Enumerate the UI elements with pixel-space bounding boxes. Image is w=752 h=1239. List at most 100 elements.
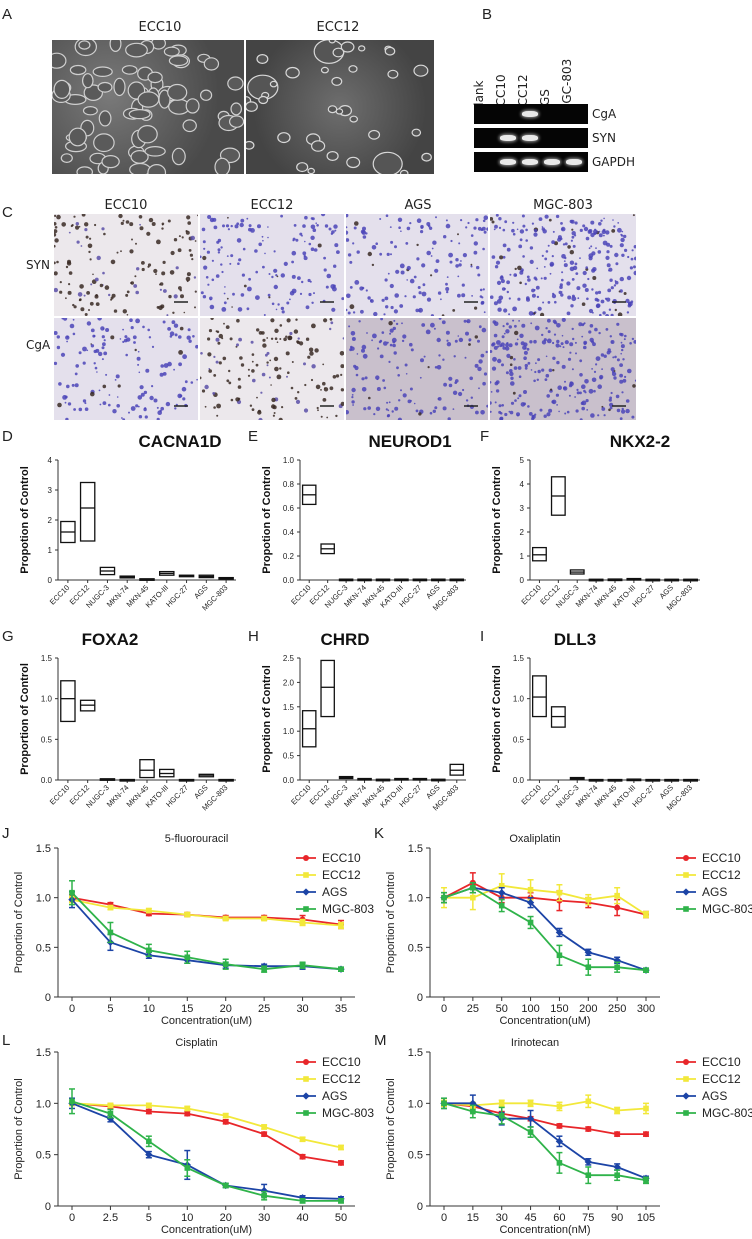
ihc-cell: [346, 230, 349, 235]
ihc-cell: [162, 372, 167, 376]
ihc-cell: [387, 272, 390, 275]
ihc-cell: [122, 309, 128, 314]
ihc-cell: [276, 374, 282, 380]
ihc-cell: [247, 286, 252, 292]
ihc-cell: [162, 320, 166, 324]
ihc-cell: [230, 254, 234, 258]
ihc-cell: [445, 219, 448, 222]
ihc-cell: [544, 214, 549, 219]
y-tick-label: 0.8: [283, 480, 295, 489]
ihc-cell: [493, 301, 498, 306]
ihc-cell: [126, 314, 129, 316]
data-point: [184, 1110, 191, 1117]
ihc-cell: [349, 304, 355, 310]
x-tick-label: 45: [524, 1212, 536, 1224]
ihc-cell: [236, 238, 242, 243]
ihc-cell: [247, 368, 250, 371]
ihc-cell: [324, 224, 329, 228]
ihc-cell: [633, 270, 636, 276]
ihc-cell: [623, 234, 627, 239]
ihc-cell: [627, 255, 630, 259]
cell-shape: [203, 57, 220, 71]
ihc-cell: [81, 214, 86, 217]
y-tick-label: 0: [48, 576, 53, 585]
ihc-cell: [122, 418, 126, 420]
ihc-cell: [215, 274, 220, 278]
ihc-cell: [356, 250, 360, 254]
ihc-cell: [99, 283, 104, 288]
data-point: [338, 1198, 344, 1204]
ihc-cell: [490, 295, 494, 299]
ihc-cell: [261, 372, 266, 377]
ihc-cell: [170, 250, 175, 256]
cell-shape: [328, 40, 336, 44]
ihc-cell: [551, 240, 555, 244]
ihc-cell: [273, 356, 279, 362]
ihc-cell: [483, 215, 488, 220]
ihc-cell: [62, 395, 67, 400]
ihc-cell: [101, 335, 105, 339]
ihc-cell: [90, 283, 93, 286]
ihc-cell: [420, 230, 424, 234]
cell-shape: [310, 140, 326, 152]
ihc-cell: [275, 274, 278, 277]
ihc-cell: [137, 405, 140, 408]
ihc-cell: [482, 288, 485, 291]
ihc-cell: [470, 234, 474, 237]
y-tick-label: 3: [520, 504, 525, 513]
panel-letter-c: C: [2, 204, 13, 221]
ihc-cell: [173, 238, 178, 242]
ihc-cell: [385, 214, 389, 217]
ihc-cell: [545, 250, 549, 253]
ihc-cell: [226, 255, 229, 257]
ihc-cell: [521, 214, 525, 218]
ihc-cell: [602, 240, 608, 246]
ihc-cell: [603, 217, 605, 220]
ihc-cell: [72, 303, 75, 307]
ihc-cell: [84, 228, 88, 232]
ihc-cell: [230, 224, 233, 228]
ihc-cell: [86, 349, 89, 352]
data-point: [470, 884, 476, 891]
ihc-cell: [588, 308, 594, 314]
ihc-cell: [143, 407, 147, 412]
ihc-cell: [320, 415, 323, 418]
ihc-cell: [310, 235, 315, 240]
ihc-cell: [155, 273, 157, 275]
ihc-cell: [225, 224, 230, 228]
cell-shape: [93, 133, 115, 153]
ihc-cell: [525, 228, 528, 232]
ihc-cell: [611, 229, 616, 233]
data-point: [299, 962, 306, 969]
ihc-cell: [142, 325, 145, 329]
data-point: [299, 919, 306, 926]
gel-band: [566, 159, 582, 165]
ihc-cell: [175, 266, 179, 270]
cell-shape: [101, 154, 120, 169]
ihc-cell: [620, 237, 625, 243]
ihc-cell: [270, 384, 272, 386]
cell-shape: [52, 52, 67, 69]
ihc-cell: [74, 383, 79, 388]
ihc-cell: [141, 267, 145, 272]
ihc-cell: [54, 238, 59, 243]
ihc-cell: [79, 284, 84, 289]
ihc-cell: [385, 305, 389, 309]
ihc-cell: [613, 225, 616, 228]
ihc-cell: [221, 270, 224, 274]
chart-g: FOXA2 0.0 0.5 1.0 1.5 Proportion of Control EC…: [19, 630, 236, 812]
ihc-cell: [314, 348, 319, 353]
ihc-cell: [584, 288, 589, 292]
ihc-cell: [174, 333, 178, 337]
ihc-cell: [435, 259, 440, 263]
ihc-cell: [346, 214, 349, 218]
ihc-cell: [120, 221, 124, 225]
x-tick-label: 35: [335, 1003, 347, 1015]
ihc-cell: [130, 326, 134, 330]
ihc-cell: [602, 311, 606, 315]
ihc-cell: [541, 227, 545, 231]
ihc-cell: [240, 293, 245, 297]
ihc-cell: [125, 293, 129, 297]
ihc-cell: [186, 280, 189, 283]
